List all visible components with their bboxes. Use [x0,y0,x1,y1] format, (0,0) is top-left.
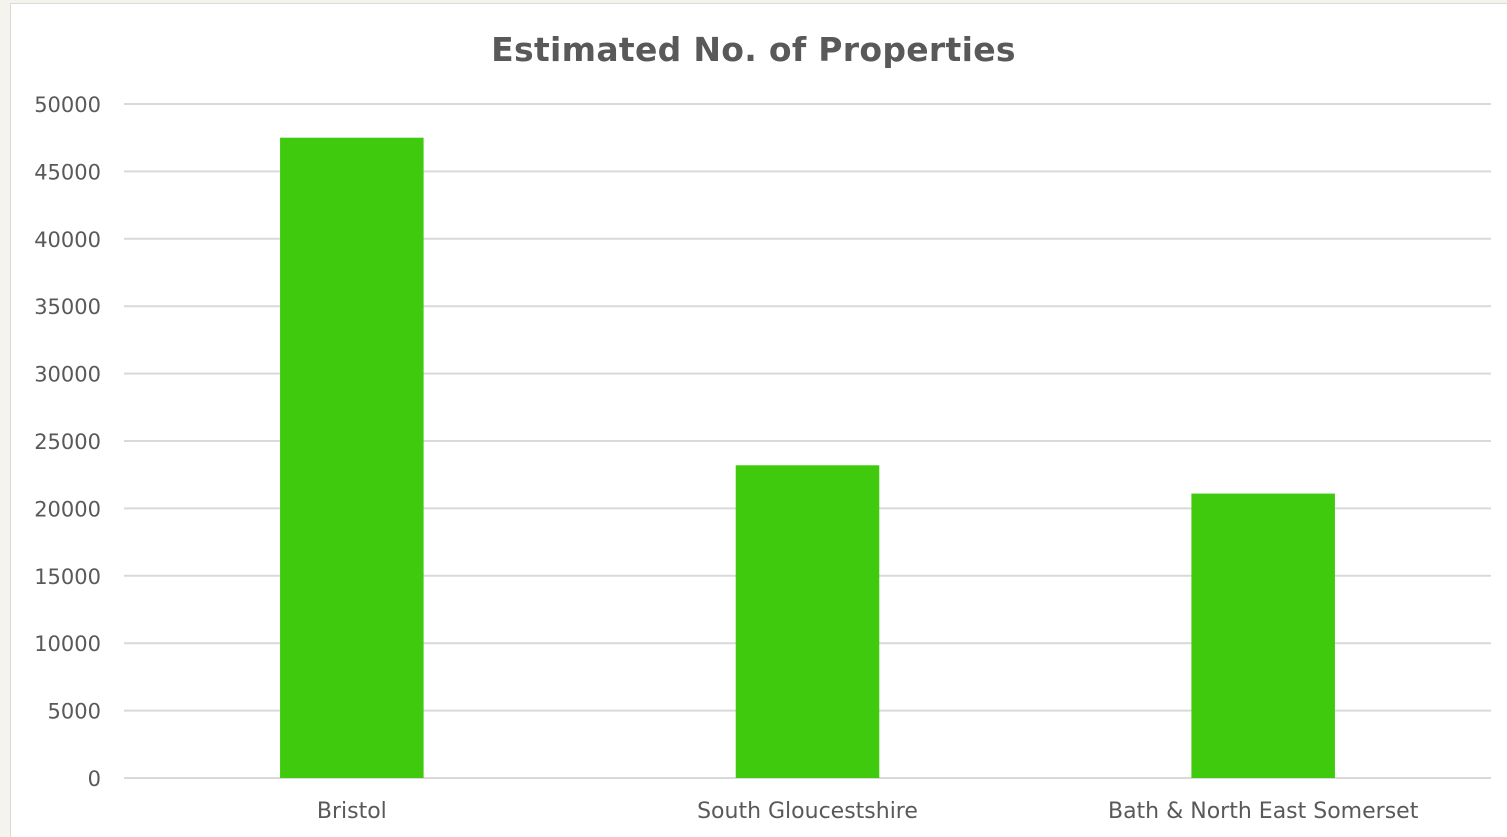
y-tick-label: 5000 [48,700,101,724]
chart-title: Estimated No. of Properties [491,30,1016,69]
x-axis-category-labels: Bristol South Gloucestshire Bath & North E… [317,799,1419,824]
y-tick-label: 10000 [34,632,101,656]
y-tick-label: 45000 [34,160,101,184]
x-category-label: Bristol [317,799,387,824]
y-tick-label: 25000 [34,430,101,454]
y-tick-label: 15000 [34,565,101,589]
y-tick-label: 30000 [34,363,101,387]
y-axis-tick-labels: 0 5000 10000 15000 20000 25000 30000 35000 40000… [34,93,101,791]
bars [280,137,1335,778]
y-tick-label: 40000 [34,228,101,252]
x-category-label: South Gloucestshire [697,799,918,824]
bar-bristol [280,137,424,778]
bar-bath-north-east-somerset [1191,493,1335,778]
y-tick-label: 0 [88,767,101,791]
y-tick-label: 20000 [34,497,101,521]
y-tick-label: 35000 [34,295,101,319]
bar-south-gloucestshire [735,465,880,778]
y-tick-label: 50000 [34,93,101,117]
x-category-label: Bath & North East Somerset [1108,799,1419,824]
